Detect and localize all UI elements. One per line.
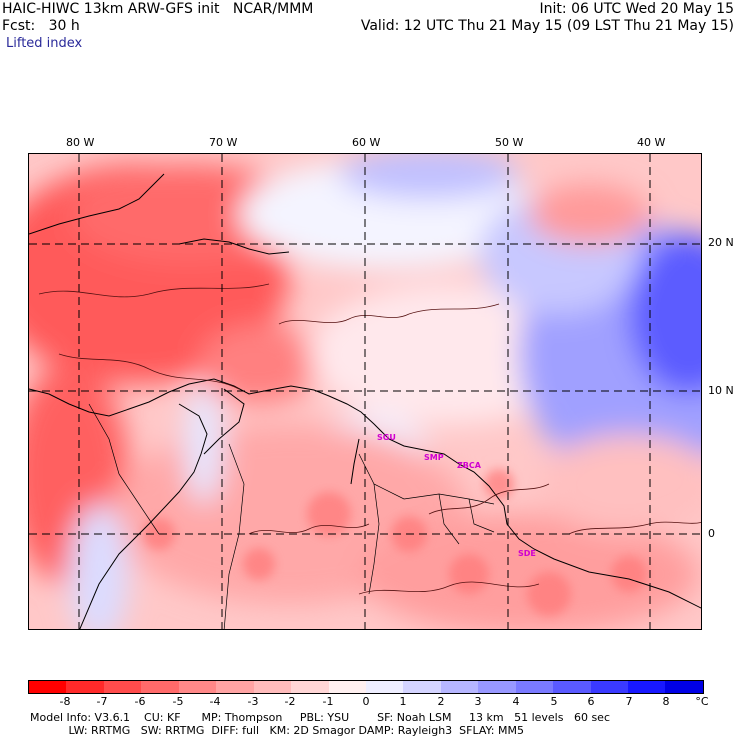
colorbar-swatch	[440, 681, 479, 693]
colorbar-swatch	[253, 681, 292, 693]
map-title: HAIC-HIWC 13km ARW-GFS init NCAR/MMM	[2, 1, 314, 17]
colorbar-swatch	[590, 681, 628, 693]
colorbar-swatch	[178, 681, 217, 693]
colorbar-tick: -3	[247, 695, 259, 708]
colorbar-swatch	[665, 681, 703, 693]
colorbar-tick: 4	[512, 695, 520, 708]
colorbar-tick: -7	[96, 695, 108, 708]
lon-label: 40 W	[637, 136, 666, 149]
colorbar-tick: 8	[662, 695, 670, 708]
colorbar-tick: -2	[284, 695, 296, 708]
colorbar	[28, 680, 704, 694]
colorbar-swatch	[403, 681, 441, 693]
city-label: SDE	[518, 549, 536, 558]
colorbar-tick: 6	[587, 695, 595, 708]
colorbar-tick: 2	[437, 695, 445, 708]
colorbar-swatch	[478, 681, 516, 693]
lifted-index-map	[29, 154, 701, 629]
colorbar-tick: 5	[550, 695, 558, 708]
lon-label: 80 W	[66, 136, 95, 149]
field-name: Lifted index	[6, 36, 83, 51]
colorbar-tick: 1	[399, 695, 407, 708]
colorbar-tick: -6	[134, 695, 146, 708]
colorbar-swatch	[216, 681, 254, 693]
field-shading	[29, 154, 701, 629]
colorbar-swatch	[66, 681, 104, 693]
lon-label: 60 W	[352, 136, 381, 149]
colorbar-swatch	[328, 681, 366, 693]
city-label: SGU	[377, 433, 396, 442]
convective-cells	[143, 469, 647, 616]
city-label: ZBCA	[457, 461, 481, 470]
colorbar-tick: 7	[625, 695, 633, 708]
colorbar-tick: -4	[209, 695, 221, 708]
lat-label: 20 N	[708, 236, 734, 249]
colorbar-tick: -5	[172, 695, 184, 708]
colorbar-tick: 3	[474, 695, 482, 708]
colorbar-swatch	[628, 681, 666, 693]
colorbar-tick: -1	[322, 695, 334, 708]
city-label: SMP	[424, 453, 444, 462]
lat-label: 10 N	[708, 384, 734, 397]
colorbar-swatch	[365, 681, 404, 693]
lon-label: 50 W	[495, 136, 524, 149]
map-panel: SGU SMP ZBCA SDE	[28, 153, 702, 630]
lat-lon-grid	[29, 154, 701, 629]
lon-label: 70 W	[209, 136, 238, 149]
colorbar-tick: -8	[59, 695, 71, 708]
colorbar-swatch	[515, 681, 554, 693]
colorbar-unit: °C	[695, 695, 709, 708]
valid-time: Valid: 12 UTC Thu 21 May 15 (09 LST Thu …	[360, 18, 734, 34]
colorbar-swatch	[291, 681, 329, 693]
contours	[38, 283, 701, 595]
init-time: Init: 06 UTC Wed 20 May 15	[539, 1, 734, 17]
coastlines	[29, 173, 701, 629]
model-info-line2: LW: RRTMG SW: RRTMG DIFF: full KM: 2D Sm…	[30, 724, 524, 737]
colorbar-swatch	[141, 681, 179, 693]
colorbar-swatch	[103, 681, 142, 693]
model-info-line1: Model Info: V3.6.1 CU: KF MP: Thompson P…	[30, 711, 610, 724]
colorbar-tick: 0	[362, 695, 370, 708]
lat-label: 0	[708, 527, 715, 540]
colorbar-swatch	[29, 681, 67, 693]
forecast-hour: Fcst: 30 h	[2, 18, 80, 34]
colorbar-swatch	[553, 681, 591, 693]
